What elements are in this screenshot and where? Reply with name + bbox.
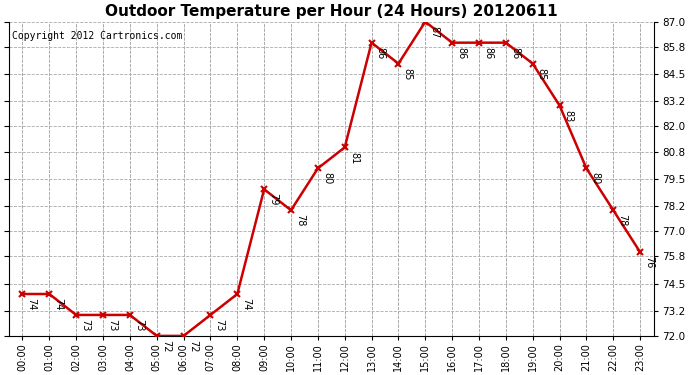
- Text: 86: 86: [510, 47, 520, 59]
- Text: 86: 86: [456, 47, 466, 59]
- Text: 73: 73: [107, 319, 117, 332]
- Title: Outdoor Temperature per Hour (24 Hours) 20120611: Outdoor Temperature per Hour (24 Hours) …: [105, 4, 558, 19]
- Text: 80: 80: [322, 172, 332, 185]
- Text: 83: 83: [564, 110, 573, 122]
- Text: 73: 73: [134, 319, 144, 332]
- Text: 74: 74: [27, 298, 37, 310]
- Text: 78: 78: [295, 214, 305, 227]
- Text: 73: 73: [80, 319, 90, 332]
- Text: 76: 76: [644, 256, 654, 268]
- Text: 86: 86: [483, 47, 493, 59]
- Text: 78: 78: [618, 214, 627, 227]
- Text: 74: 74: [54, 298, 63, 310]
- Text: 85: 85: [537, 68, 547, 80]
- Text: 87: 87: [429, 26, 440, 38]
- Text: 80: 80: [591, 172, 600, 185]
- Text: 79: 79: [268, 194, 278, 206]
- Text: 72: 72: [161, 340, 171, 352]
- Text: 72: 72: [188, 340, 198, 352]
- Text: Copyright 2012 Cartronics.com: Copyright 2012 Cartronics.com: [12, 31, 183, 41]
- Text: 73: 73: [215, 319, 225, 332]
- Text: 81: 81: [349, 152, 359, 164]
- Text: 85: 85: [402, 68, 413, 80]
- Text: 74: 74: [241, 298, 251, 310]
- Text: 86: 86: [376, 47, 386, 59]
